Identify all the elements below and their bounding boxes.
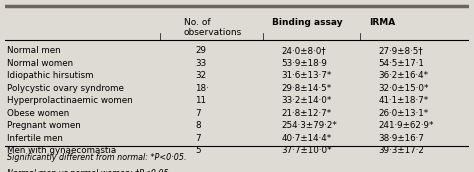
Text: 5: 5 [195,146,201,155]
Text: 7: 7 [195,109,201,118]
Text: No. of
observations: No. of observations [183,18,242,37]
Text: 33: 33 [195,59,207,68]
Text: Obese women: Obese women [7,109,69,118]
Text: 32·0±15·0*: 32·0±15·0* [379,84,429,93]
Text: Idiopathic hirsutism: Idiopathic hirsutism [7,71,93,80]
Text: 31·6±13·7*: 31·6±13·7* [281,71,331,80]
Text: 29·8±14·5*: 29·8±14·5* [281,84,331,93]
Text: 29: 29 [195,46,206,55]
Text: 41·1±18·7*: 41·1±18·7* [379,96,429,105]
Text: 24·0±8·0†: 24·0±8·0† [281,46,326,55]
Text: 37·7±10·0*: 37·7±10·0* [281,146,332,155]
Text: 18·: 18· [195,84,209,93]
Text: 33·2±14·0*: 33·2±14·0* [281,96,331,105]
Text: IRMA: IRMA [369,18,396,27]
Text: 27·9±8·5†: 27·9±8·5† [379,46,423,55]
Text: 21·8±12·7*: 21·8±12·7* [281,109,331,118]
Text: 241·9±62·9*: 241·9±62·9* [379,121,434,130]
Text: 40·7±14·4*: 40·7±14·4* [281,134,331,143]
Text: Normal men vs normal women: †P<0·05.: Normal men vs normal women: †P<0·05. [7,169,171,172]
Text: 26·0±13·1*: 26·0±13·1* [379,109,429,118]
Text: 8: 8 [195,121,201,130]
Text: Normal women: Normal women [7,59,73,68]
Text: Men with gynaecomastia: Men with gynaecomastia [7,146,116,155]
Text: 54·5±17·1: 54·5±17·1 [379,59,425,68]
Text: 53·9±18·9: 53·9±18·9 [281,59,327,68]
Text: Hyperprolactinaemic women: Hyperprolactinaemic women [7,96,133,105]
Text: Infertile men: Infertile men [7,134,63,143]
Text: 254·3±79·2*: 254·3±79·2* [281,121,337,130]
Text: Binding assay: Binding assay [272,18,342,27]
Text: 38·9±16·7: 38·9±16·7 [379,134,425,143]
Text: Pregnant women: Pregnant women [7,121,81,130]
Text: 36·2±16·4*: 36·2±16·4* [379,71,429,80]
Text: 7: 7 [195,134,201,143]
Text: Polycystic ovary syndrome: Polycystic ovary syndrome [7,84,124,93]
Text: Normal men: Normal men [7,46,61,55]
Text: Significantly different from normal: *P<0·05.: Significantly different from normal: *P<… [7,153,187,162]
Text: 39·3±17·2: 39·3±17·2 [379,146,425,155]
Text: 32: 32 [195,71,206,80]
Text: 11: 11 [195,96,206,105]
